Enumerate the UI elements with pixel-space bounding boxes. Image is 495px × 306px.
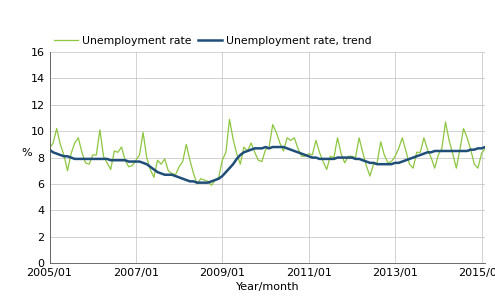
Unemployment rate, trend: [47, 148, 52, 151]
Unemployment rate: [381, 153, 387, 157]
Unemployment rate, trend: [363, 160, 369, 163]
Unemployment rate: [208, 184, 214, 187]
Unemployment rate, trend: [349, 156, 355, 159]
Y-axis label: %: %: [21, 147, 32, 158]
Legend: Unemployment rate, Unemployment rate, trend: Unemployment rate, Unemployment rate, tr…: [50, 31, 376, 50]
Unemployment rate: [79, 151, 85, 154]
Line: Unemployment rate, trend: Unemployment rate, trend: [50, 146, 495, 183]
Unemployment rate: [227, 118, 233, 121]
Line: Unemployment rate: Unemployment rate: [50, 119, 495, 185]
Unemployment rate, trend: [378, 162, 384, 166]
X-axis label: Year/month: Year/month: [236, 282, 299, 292]
Unemployment rate: [367, 174, 373, 178]
Unemployment rate, trend: [79, 157, 85, 161]
Unemployment rate: [47, 147, 52, 150]
Unemployment rate, trend: [490, 144, 495, 147]
Unemployment rate: [352, 156, 358, 159]
Unemployment rate, trend: [194, 181, 200, 185]
